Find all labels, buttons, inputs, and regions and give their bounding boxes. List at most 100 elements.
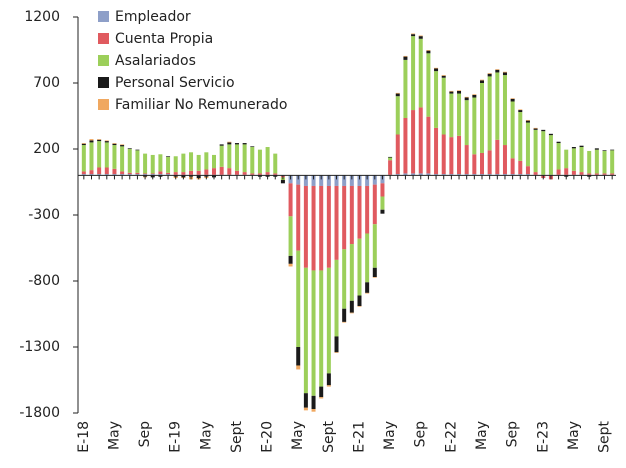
bar-segment [510, 174, 515, 176]
bar-segment [395, 134, 400, 175]
y-tick-label: 200 [33, 141, 60, 157]
bar-segment [357, 306, 362, 307]
bar-segment [357, 295, 362, 307]
bar-segment [457, 174, 462, 176]
bar-segment [104, 141, 109, 143]
bar-segment [127, 172, 132, 175]
bar-segment [449, 174, 454, 176]
bar-segment [533, 128, 538, 130]
bar-segment [426, 50, 431, 54]
bar-segment [250, 147, 255, 174]
bar-segment [127, 174, 132, 176]
bar-segment [120, 144, 125, 146]
bar-segment [158, 154, 163, 172]
bar-segment [234, 170, 239, 175]
bar-segment [372, 277, 377, 278]
bar-segment [411, 33, 416, 35]
bar-segment [510, 158, 515, 175]
bar-segment [288, 263, 293, 267]
bar-segment [97, 141, 102, 168]
bar-segment [120, 145, 125, 147]
bar-segment [349, 300, 354, 313]
bar-segment [288, 255, 293, 264]
bar-segment [495, 72, 500, 140]
bar-segment [518, 109, 523, 111]
bar-segment [104, 174, 109, 176]
legend-swatch [98, 77, 109, 88]
x-tick-label: May [566, 421, 582, 450]
bar-segment [326, 373, 331, 386]
bar-segment [594, 148, 599, 150]
bar-segment [89, 140, 94, 143]
x-tick-label: Sep [505, 421, 521, 448]
bar-segment [257, 149, 262, 174]
bar-segment [81, 143, 86, 146]
bar-segment [510, 98, 515, 102]
bar-segment [571, 170, 576, 175]
bar-segment [487, 73, 492, 77]
bar-segment [372, 175, 377, 185]
x-tick-label: May [198, 421, 214, 450]
bar-segment [541, 129, 546, 132]
bar-segment [564, 168, 569, 175]
bar-segment [579, 145, 584, 148]
bar-segment [502, 174, 507, 176]
bar-segment [548, 133, 553, 136]
bar-segment [135, 174, 140, 176]
bar-segment [556, 143, 561, 170]
bar-segment [189, 152, 194, 171]
bar-segment [273, 173, 278, 175]
bar-segment [487, 73, 492, 74]
bar-segment [120, 171, 125, 175]
bar-segment [127, 149, 132, 173]
bar-segment [403, 55, 408, 57]
bar-segment [219, 144, 224, 146]
x-tick-label: May [474, 421, 490, 450]
bar-segment [97, 139, 102, 142]
x-tick-label: E-22 [443, 421, 459, 453]
legend-swatch [98, 11, 109, 22]
bar-segment [342, 185, 347, 250]
bar-segment [311, 409, 316, 412]
bar-segment [257, 173, 262, 175]
bar-segment [594, 149, 599, 174]
bar-segment [112, 143, 117, 144]
bar-segment [487, 174, 492, 176]
bar-segment [426, 173, 431, 176]
bar-segment [418, 107, 423, 174]
bar-segment [464, 100, 469, 146]
legend-swatch [98, 33, 109, 44]
bar-segment [104, 140, 109, 142]
bar-segment [242, 172, 247, 175]
bar-segment [395, 92, 400, 94]
bar-segment [120, 146, 125, 172]
bar-segment [112, 174, 117, 176]
bar-segment [143, 173, 148, 175]
bar-segment [411, 110, 416, 174]
bar-segment [97, 174, 102, 176]
bar-segment [518, 110, 523, 113]
bar-segment [158, 174, 163, 176]
bar-segment [342, 308, 347, 322]
bar-segment [227, 168, 232, 175]
bar-segment [426, 50, 431, 51]
bar-segment [349, 244, 354, 301]
bar-segment [265, 147, 270, 173]
bar-segment [227, 142, 232, 145]
bar-segment [311, 395, 316, 410]
bar-segment [173, 156, 178, 173]
bar-segment [449, 91, 454, 94]
bar-segment [242, 144, 247, 173]
bar-segment [166, 156, 171, 157]
x-tick-label: Sept [229, 421, 245, 453]
bar-segment [587, 150, 592, 174]
bar-segment [296, 250, 301, 347]
bar-segment [234, 143, 239, 145]
bar-segment [234, 144, 239, 171]
bar-segment [342, 175, 347, 186]
bar-segment [250, 173, 255, 175]
bar-segment [372, 224, 377, 268]
bar-segment [472, 94, 477, 95]
legend-label: Personal Servicio [115, 75, 235, 91]
bar-segment [556, 141, 561, 144]
